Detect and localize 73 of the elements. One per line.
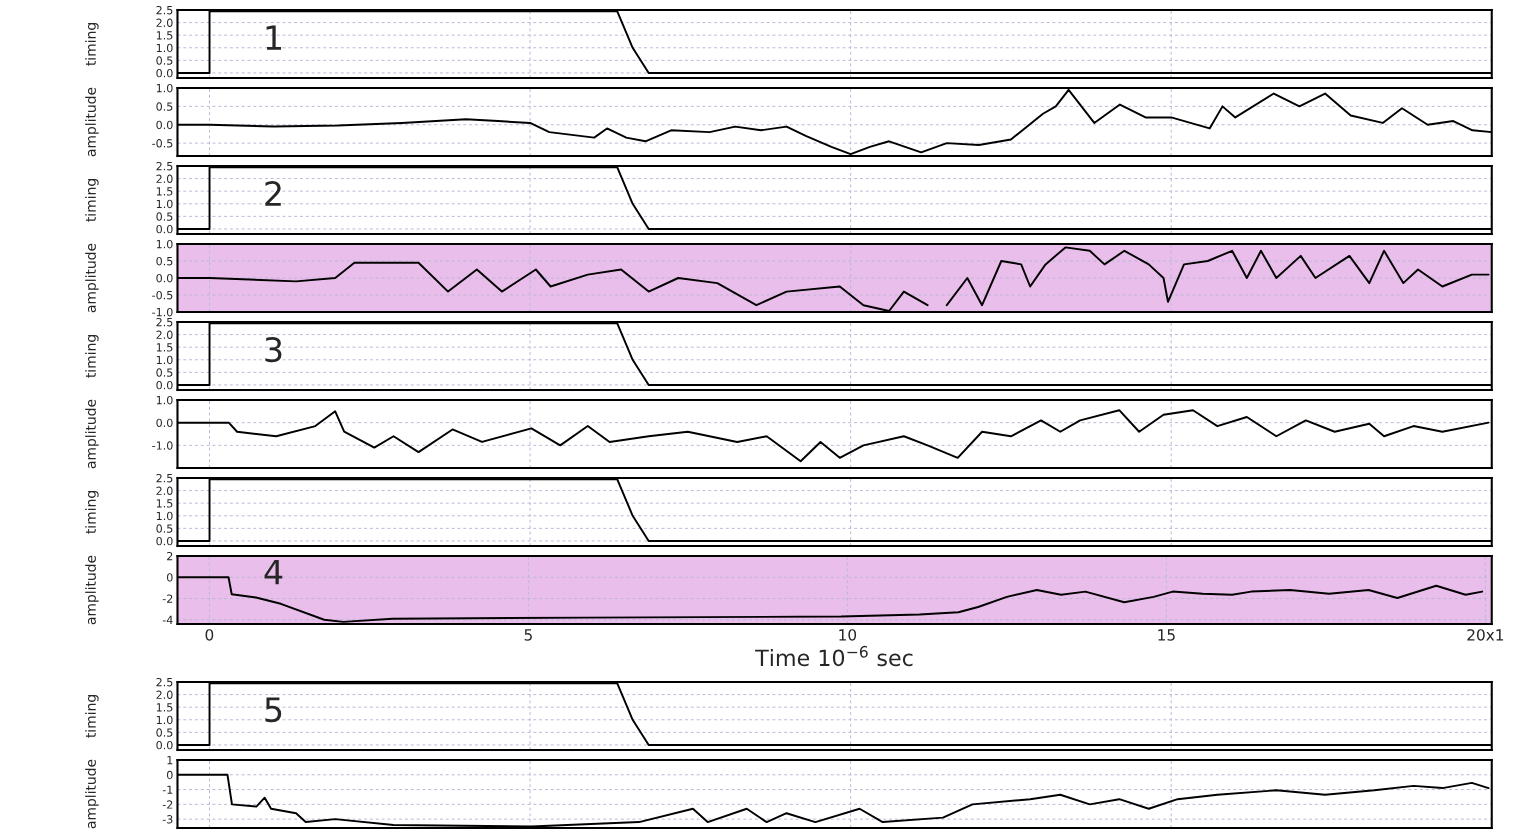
- y-axis-title: amplitude: [85, 87, 99, 157]
- annotation: 3: [265, 337, 282, 363]
- y-tick-label: 0.5: [156, 256, 173, 266]
- y-tick-label: 2.5: [156, 473, 173, 483]
- y-tick-label: 0.0: [156, 418, 173, 428]
- y-tick-label: -1.0: [152, 307, 173, 317]
- y-axis-title: timing: [85, 335, 99, 378]
- y-tick-label: 0.5: [156, 56, 173, 65]
- y-tick-label: 0.0: [156, 273, 173, 283]
- y-tick-label: 1.0: [156, 511, 173, 521]
- y-tick-label: 1.5: [156, 31, 173, 40]
- y-tick-label: 0.5: [156, 212, 173, 221]
- y-tick-label: -2: [162, 594, 173, 603]
- y-tick-label: 2.5: [156, 317, 173, 327]
- line-series: [177, 88, 1492, 156]
- y-axis-title: timing: [85, 23, 99, 66]
- y-tick-label: 0.0: [156, 380, 173, 390]
- annotation: 1: [266, 25, 282, 50]
- y-tick-label: 0: [166, 573, 173, 582]
- y-tick-label: 0.0: [156, 740, 173, 750]
- y-tick-label: -1: [162, 785, 173, 794]
- y-tick-label: 0.5: [156, 368, 173, 377]
- annotation: 2: [265, 181, 281, 206]
- y-tick-label: 1.5: [156, 703, 173, 712]
- y-tick-label: 0.0: [156, 536, 173, 546]
- y-tick-label: -3: [162, 815, 173, 824]
- y-tick-label: 0.0: [156, 68, 173, 78]
- y-tick-label: 2.0: [156, 690, 173, 699]
- y-tick-label: 2: [167, 551, 173, 561]
- x-tick-label: 5: [524, 629, 532, 641]
- y-tick-label: 1.5: [156, 499, 173, 508]
- y-tick-label: 0.5: [156, 524, 173, 533]
- y-axis-title: timing: [85, 491, 99, 534]
- y-tick-label: 1.0: [156, 355, 173, 365]
- y-tick-label: 0.5: [156, 728, 173, 737]
- y-tick-label: 1.0: [156, 199, 173, 209]
- y-tick-label: -0.5: [152, 139, 173, 148]
- y-tick-label: 2.5: [156, 677, 173, 687]
- y-axis-title: amplitude: [85, 243, 99, 313]
- y-axis-title: timing: [85, 695, 99, 738]
- y-axis-title: timing: [85, 179, 99, 222]
- y-tick-label: 2.5: [156, 161, 173, 171]
- y-tick-label: 2.0: [156, 486, 173, 495]
- y-tick-label: -4: [162, 615, 173, 624]
- y-tick-label: 0.0: [156, 224, 173, 234]
- annotation: 4: [264, 559, 283, 585]
- y-tick-label: 0.0: [156, 120, 173, 130]
- x-tick-label: 15: [1158, 629, 1175, 641]
- y-tick-label: 1.0: [156, 83, 173, 93]
- y-tick-label: 2.0: [156, 174, 173, 183]
- y-axis-title: amplitude: [85, 555, 99, 625]
- y-tick-label: 2.0: [156, 18, 173, 27]
- y-axis-title: amplitude: [85, 759, 99, 829]
- y-axis-title: amplitude: [85, 399, 99, 469]
- y-tick-label: 1.0: [156, 395, 173, 405]
- x-tick-label: 0: [205, 629, 214, 641]
- y-tick-label: 2.0: [156, 330, 173, 339]
- y-tick-label: 1.0: [156, 239, 173, 249]
- y-tick-label: -0.5: [152, 290, 173, 300]
- y-tick-label: 1.0: [156, 43, 173, 53]
- x-tick-label: 10: [839, 629, 857, 641]
- x-tick-label: 20x1: [1467, 629, 1504, 641]
- y-tick-label: -1.0: [152, 441, 173, 450]
- y-tick-label: 1.5: [156, 187, 173, 196]
- y-tick-label: 1: [167, 756, 173, 765]
- y-tick-label: 1.5: [156, 343, 173, 352]
- y-tick-label: 0.5: [156, 102, 173, 111]
- y-tick-label: -2: [162, 800, 173, 809]
- y-tick-label: 1.0: [156, 715, 173, 725]
- y-tick-label: 2.5: [156, 5, 173, 15]
- annotation: 5: [265, 697, 282, 723]
- x-axis-title: Time 10$^{−6}$ sec: [755, 645, 913, 667]
- y-tick-label: 0: [166, 770, 173, 780]
